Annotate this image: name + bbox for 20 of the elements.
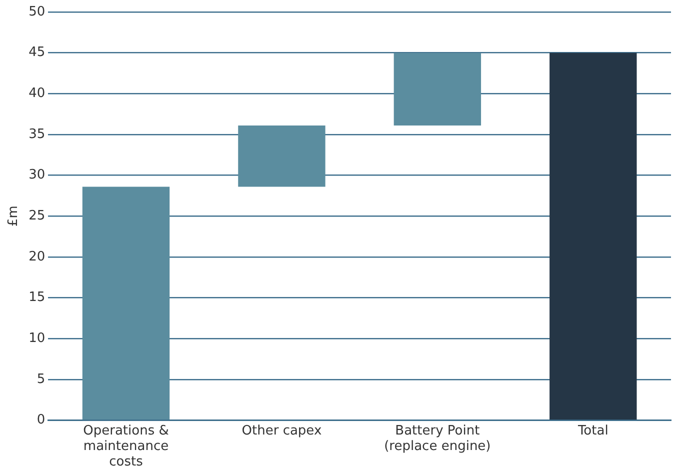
y-tick-label: 30	[28, 168, 46, 183]
y-axis-title: £m	[6, 206, 22, 227]
bar	[82, 186, 170, 420]
bar	[394, 52, 482, 126]
y-tick-label: 5	[36, 372, 46, 387]
x-tick-label: Total	[576, 423, 608, 438]
y-tick-label: 45	[28, 45, 46, 60]
bar	[550, 52, 637, 420]
y-tick-label: 35	[28, 126, 46, 142]
y-tick-label: 15	[28, 290, 46, 306]
x-tick-label: Other capex	[242, 423, 322, 438]
y-tick-label: 50	[28, 4, 46, 20]
y-tick-label: 40	[28, 86, 46, 102]
y-tick-label: 25	[28, 208, 46, 224]
bar	[238, 125, 326, 187]
x-tick-label: Battery Point (replace engine)	[384, 423, 491, 454]
y-tick-label: 10	[28, 330, 46, 346]
y-tick-label: 0	[36, 412, 46, 428]
x-tick-label: Operations & maintenance costs	[83, 423, 169, 470]
y-tick-label: 20	[28, 249, 46, 264]
